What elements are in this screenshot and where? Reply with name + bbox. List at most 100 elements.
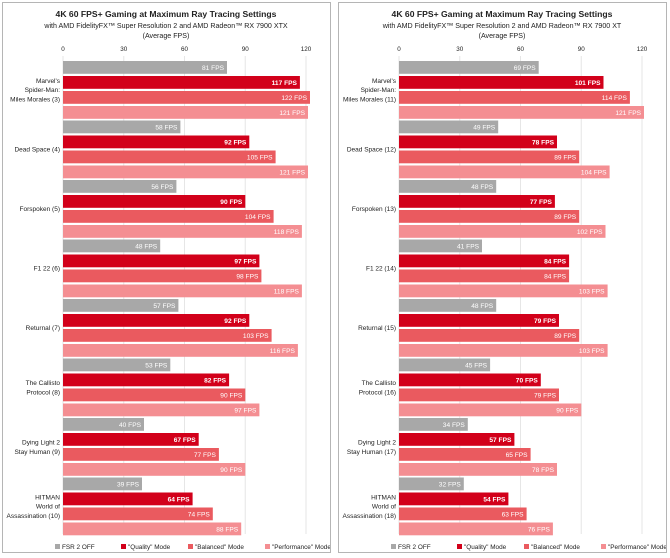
bar-quality	[399, 135, 557, 149]
category-label: Returnal (15)	[358, 325, 396, 332]
legend-swatch-fsr-off	[391, 544, 396, 549]
bar-performance	[399, 403, 582, 417]
data-label: 103 FPS	[579, 348, 605, 355]
bar-performance	[63, 522, 242, 536]
chart-subtitle-2: (Average FPS)	[479, 32, 526, 40]
legend-swatch-performance	[265, 544, 270, 549]
data-label: 118 FPS	[274, 288, 300, 295]
bar-fsr-off	[63, 180, 177, 193]
data-label: 89 FPS	[554, 154, 577, 161]
data-label: 84 FPS	[544, 258, 567, 265]
x-tick-label: 90	[578, 46, 586, 53]
legend-label: "Quality" Mode	[128, 544, 171, 551]
bar-fsr-off	[63, 358, 171, 372]
chart-xtx: 4K 60 FPS+ Gaming at Maximum Ray Tracing…	[7, 9, 330, 551]
data-label: 67 FPS	[174, 437, 197, 444]
bar-balanced	[63, 91, 310, 104]
x-tick-label: 120	[301, 46, 312, 53]
bar-fsr-off	[399, 239, 482, 253]
bar-fsr-off	[399, 299, 497, 312]
bar-performance	[399, 225, 606, 238]
bar-fsr-off	[399, 477, 464, 491]
data-label: 117 FPS	[272, 80, 298, 87]
data-label: 103 FPS	[579, 288, 605, 295]
category-label: Marvel's Spider-Man: Miles Morales (3)	[10, 78, 61, 103]
legend-swatch-performance	[601, 544, 606, 549]
data-label: 104 FPS	[581, 169, 607, 176]
bar-fsr-off	[399, 180, 497, 193]
data-label: 40 FPS	[119, 422, 142, 429]
category-label: Dying Light 2 Stay Human (9)	[14, 440, 60, 456]
bar-balanced	[63, 210, 274, 223]
category-label: F1 22 (6)	[34, 266, 60, 273]
data-label: 76 FPS	[528, 526, 551, 533]
data-label: 49 FPS	[473, 124, 496, 131]
bar-balanced	[399, 329, 580, 342]
legend-label: "Performance" Mode	[608, 544, 666, 551]
bar-performance	[399, 165, 610, 179]
data-label: 114 FPS	[602, 95, 628, 102]
category-label: The Callisto Protocol (8)	[26, 380, 61, 396]
bar-performance	[63, 106, 308, 119]
bar-fsr-off	[399, 61, 539, 74]
bar-balanced	[63, 507, 213, 521]
data-label: 101 FPS	[575, 80, 601, 87]
category-label: The Callisto Protocol (16)	[359, 380, 397, 396]
bar-quality	[399, 314, 559, 327]
bar-balanced	[63, 448, 219, 461]
data-label: 39 FPS	[117, 481, 140, 488]
category-label: HITMAN World of Assassination (18)	[343, 495, 397, 520]
bar-balanced	[63, 150, 276, 164]
data-label: 90 FPS	[220, 467, 243, 474]
bar-performance	[63, 165, 308, 179]
bar-performance	[399, 463, 557, 476]
data-label: 54 FPS	[483, 496, 506, 503]
category-label: Dying Light 2 Stay Human (17)	[347, 440, 397, 456]
data-label: 41 FPS	[457, 243, 480, 250]
bar-quality	[399, 492, 509, 506]
data-label: 45 FPS	[465, 362, 488, 369]
data-label: 104 FPS	[245, 214, 271, 221]
data-label: 48 FPS	[471, 184, 494, 191]
bar-fsr-off	[63, 418, 144, 431]
bar-fsr-off	[399, 418, 468, 431]
chart-title: 4K 60 FPS+ Gaming at Maximum Ray Tracing…	[392, 9, 613, 19]
data-label: 105 FPS	[247, 154, 273, 161]
category-label: F1 22 (14)	[366, 266, 396, 273]
data-label: 78 FPS	[532, 467, 555, 474]
bar-balanced	[399, 210, 580, 223]
data-label: 48 FPS	[471, 303, 494, 310]
bar-balanced	[399, 150, 580, 164]
data-label: 65 FPS	[506, 452, 529, 459]
bar-quality	[399, 433, 515, 446]
data-label: 89 FPS	[554, 333, 577, 340]
data-label: 77 FPS	[530, 199, 553, 206]
bar-balanced	[399, 269, 570, 283]
x-tick-label: 60	[517, 46, 525, 53]
legend-swatch-fsr-off	[55, 544, 60, 549]
legend-swatch-balanced	[524, 544, 529, 549]
chart-panel-xt: 4K 60 FPS+ Gaming at Maximum Ray Tracing…	[338, 2, 667, 553]
chart-subtitle: with AMD FidelityFX™ Super Resolution 2 …	[43, 22, 288, 30]
bar-fsr-off	[63, 61, 227, 74]
legend-label: FSR 2 OFF	[398, 544, 431, 551]
bar-quality	[63, 373, 230, 387]
data-label: 121 FPS	[279, 169, 305, 176]
data-label: 82 FPS	[204, 377, 227, 384]
data-label: 118 FPS	[274, 229, 300, 236]
bar-balanced	[399, 388, 559, 402]
data-label: 89 FPS	[554, 214, 577, 221]
data-label: 69 FPS	[514, 65, 537, 72]
legend-label: FSR 2 OFF	[62, 544, 95, 551]
x-tick-label: 30	[456, 46, 464, 53]
data-label: 121 FPS	[279, 110, 305, 117]
bar-balanced	[63, 269, 262, 283]
bar-performance	[63, 284, 302, 298]
bar-fsr-off	[399, 120, 499, 134]
x-tick-label: 120	[637, 46, 648, 53]
category-label: HITMAN World of Assassination (10)	[7, 495, 61, 520]
data-label: 34 FPS	[443, 422, 466, 429]
data-label: 77 FPS	[194, 452, 217, 459]
data-label: 81 FPS	[202, 65, 225, 72]
bar-balanced	[399, 91, 630, 104]
